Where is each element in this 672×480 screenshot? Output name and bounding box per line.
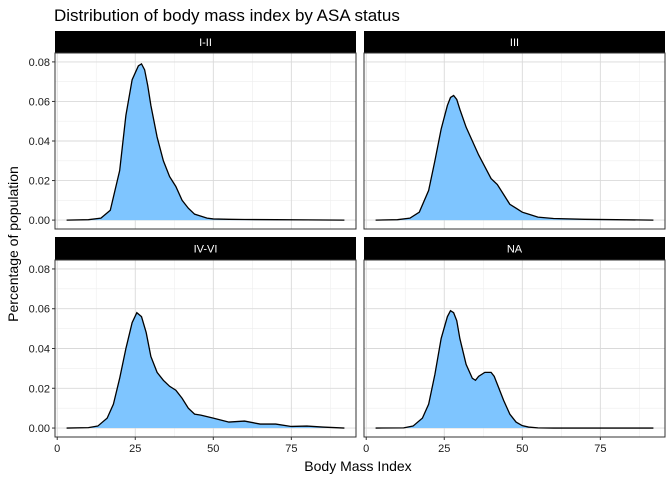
facet-panel-iii: III: [363, 31, 666, 230]
y-tick-label: 0.04: [29, 136, 50, 148]
facet-panel-i-ii: I-II 0.00 0.02 0.04 0.06 0.08: [29, 31, 357, 230]
facet-strip: [364, 31, 665, 53]
y-tick-label: 0.00: [29, 215, 50, 227]
density-line-i-ii: [66, 62, 345, 221]
x-tick-label: 25: [129, 443, 141, 455]
x-tick-label: 75: [594, 443, 606, 455]
facet-strip-label: NA: [507, 244, 523, 256]
density-area-na: [375, 310, 654, 429]
y-tick-label: 0.06: [29, 304, 50, 316]
x-tick-label: 25: [438, 443, 450, 455]
facet-strip: [55, 237, 356, 260]
y-axis-title: Percentage of population: [5, 166, 21, 322]
y-tick-label: 0.00: [29, 423, 50, 435]
panel-border: [363, 52, 666, 230]
facet-strip-label: IV-VI: [194, 244, 218, 256]
y-tick-label: 0.04: [29, 344, 50, 356]
density-area-iv-vi: [66, 312, 345, 429]
x-tick-label: 50: [207, 443, 219, 455]
density-line-iii: [375, 94, 654, 221]
y-tick-label: 0.06: [29, 96, 50, 108]
facet-strip: [55, 31, 356, 53]
facet-strip-label: III: [510, 37, 519, 49]
facet-strip: [364, 237, 665, 260]
density-area-i-ii: [66, 63, 345, 221]
chart-title: Distribution of body mass index by ASA s…: [54, 6, 400, 25]
facet-panel-iv-vi: IV-VI 0.00 0.02 0.04 0.06 0.08 0 25 50 75: [29, 237, 357, 455]
x-tick-label: 0: [54, 443, 60, 455]
x-tick-label: 75: [285, 443, 297, 455]
x-tick-label: 0: [363, 443, 369, 455]
density-line-na: [375, 309, 654, 429]
x-tick-label: 50: [516, 443, 528, 455]
panel-border: [363, 259, 666, 438]
facet-strip-label: I-II: [199, 37, 212, 49]
y-tick-label: 0.02: [29, 176, 50, 188]
y-tick-label: 0.08: [29, 264, 50, 276]
density-line-iv-vi: [66, 311, 345, 429]
y-tick-label: 0.02: [29, 383, 50, 395]
facet-panel-na: NA 0 25 50 75: [363, 237, 666, 455]
x-axis-title: Body Mass Index: [304, 458, 411, 474]
facet-panels: I-II 0.00 0.02 0.04 0.06 0.08 III IV-VI 0.00 0.02…: [29, 31, 666, 455]
y-tick-label: 0.08: [29, 57, 50, 69]
density-area-iii: [375, 95, 654, 221]
